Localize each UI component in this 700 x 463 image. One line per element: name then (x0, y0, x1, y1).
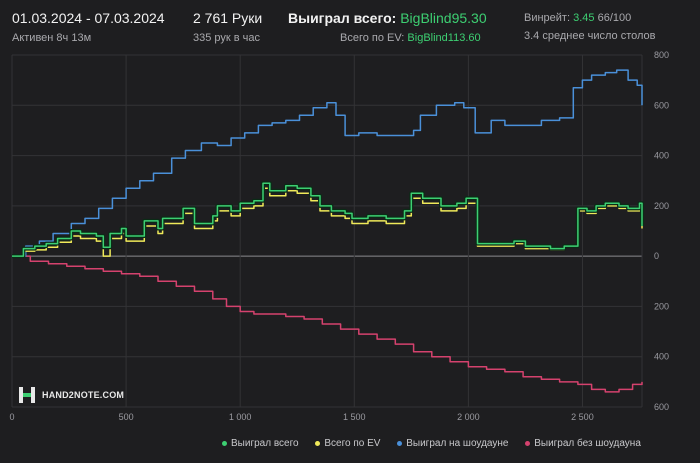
winrate-value: 3.45 (573, 12, 595, 24)
series-line-non_showdown (12, 255, 643, 393)
x-tick-label: 0 (9, 412, 14, 422)
x-tick-label: 2 500 (571, 412, 594, 422)
legend-dot-showdown (397, 440, 403, 446)
won-total-value: BigBlind95.30 (400, 10, 487, 26)
y-tick-label: 200 (654, 201, 669, 211)
legend-label-non-showdown: Выиграл без шоудауна (534, 438, 641, 449)
ev-total-value: BigBlind113.60 (407, 32, 481, 44)
series-line-won_total-shadow (12, 181, 644, 259)
legend-label-showdown: Выиграл на шоудауне (406, 438, 509, 449)
legend-item-non-showdown[interactable]: Выиграл без шоудауна (525, 438, 641, 449)
legend-item-won-total[interactable]: Выиграл всего (222, 438, 299, 449)
winrate-label: Винрейт: (524, 12, 571, 24)
winrate-block: Винрейт: 3.45 66/100 3.4 среднее число с… (524, 12, 656, 42)
won-block: Выиграл всего: BigBlind95.30 Всего по EV… (288, 10, 487, 44)
chart-legend: Выиграл всего Всего по EV Выиграл на шоу… (222, 438, 641, 449)
series-line-won_total (12, 182, 643, 257)
y-tick-label: 400 (654, 151, 669, 161)
y-tick-label: 200 (654, 301, 669, 311)
header-bar: 01.03.2024 - 07.03.2024 Активен 8ч 13м 2… (0, 0, 700, 50)
x-tick-label: 1 500 (343, 412, 366, 422)
x-tick-label: 1 000 (229, 412, 252, 422)
legend-dot-won-total (222, 440, 227, 446)
legend-dot-non-showdown (525, 440, 531, 446)
won-total-label: Выиграл всего: (288, 10, 397, 26)
date-block: 01.03.2024 - 07.03.2024 Активен 8ч 13м (12, 10, 165, 44)
hands-per-hour: 335 рук в час (193, 32, 261, 44)
legend-label-won-total: Выиграл всего (231, 438, 299, 449)
series-line-showdown (12, 69, 643, 257)
y-tick-label: 600 (654, 100, 669, 110)
y-tick-label: 800 (654, 50, 669, 60)
legend-item-showdown[interactable]: Выиграл на шоудауне (397, 438, 508, 449)
y-tick-label: 400 (654, 352, 669, 362)
hand2note-logo: HAND2NOTE.COM (18, 386, 124, 404)
y-tick-label: 0 (654, 251, 659, 261)
legend-label-ev: Всего по EV (324, 438, 381, 449)
legend-dot-ev (315, 440, 321, 446)
active-time: Активен 8ч 13м (12, 32, 92, 44)
x-tick-label: 2 000 (457, 412, 480, 422)
y-tick-label: 600 (654, 402, 669, 412)
hands-count: 2 761 Руки (193, 10, 263, 26)
profit-chart: 800 600 400 200 0 200 400 600 0 500 1 000 1 500 2 00… (9, 50, 669, 422)
avg-tables: 3.4 среднее число столов (524, 30, 656, 42)
hands-block: 2 761 Руки 335 рук в час (193, 10, 262, 44)
date-range[interactable]: 01.03.2024 - 07.03.2024 (12, 10, 165, 26)
logo-text: HAND2NOTE.COM (42, 390, 125, 400)
ev-total-label: Всего по EV: (340, 32, 405, 44)
winrate-suffix: 66/100 (597, 12, 632, 24)
x-tick-label: 500 (119, 412, 134, 422)
legend-item-ev[interactable]: Всего по EV (315, 438, 380, 449)
hand2note-logo-icon (19, 387, 35, 403)
